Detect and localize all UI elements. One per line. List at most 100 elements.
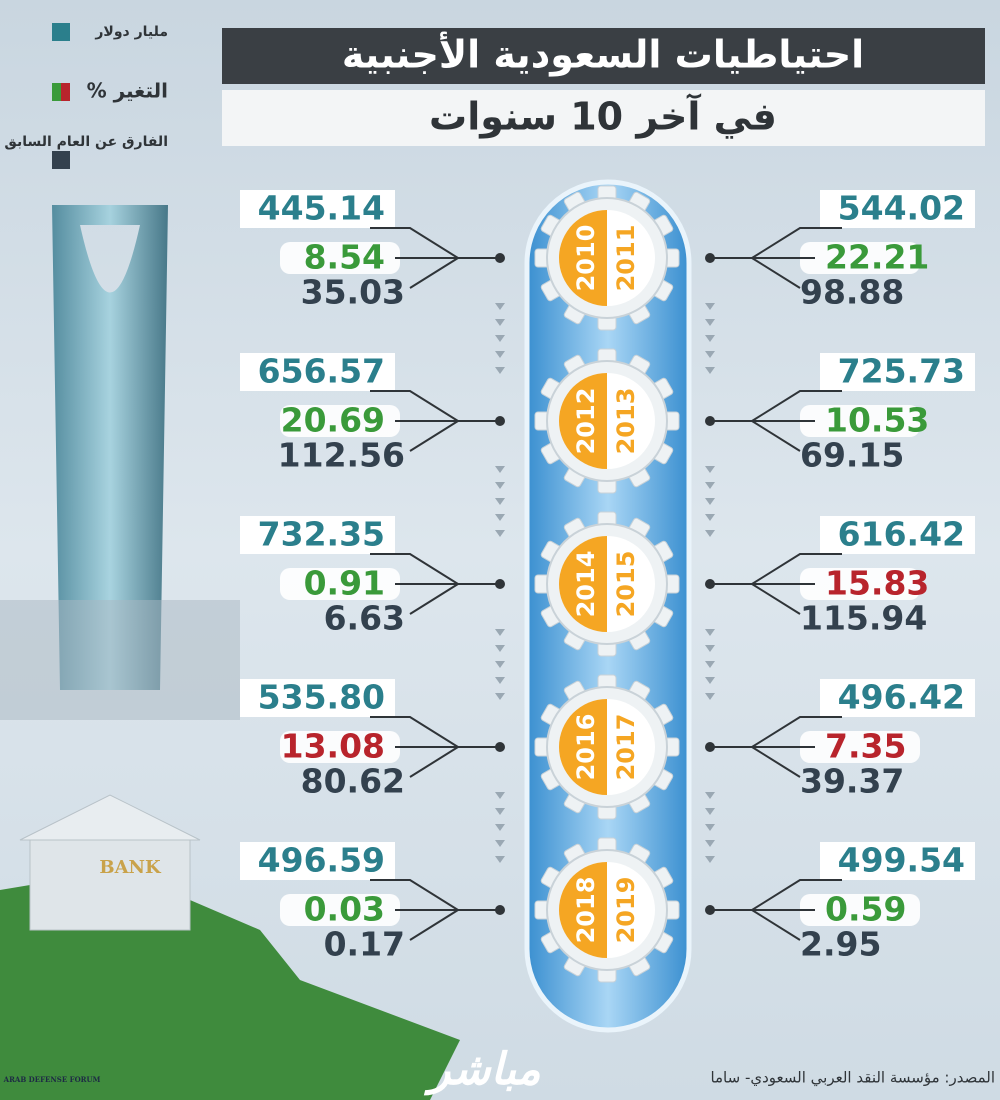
down-arrow — [495, 856, 505, 863]
down-arrow — [705, 303, 715, 310]
connector — [370, 716, 500, 778]
connector — [710, 716, 842, 778]
diff-value: 112.56 — [278, 436, 405, 475]
year-label: 2010 — [572, 225, 600, 292]
down-arrow — [495, 498, 505, 505]
reserves-box — [240, 190, 395, 228]
connector — [370, 553, 500, 615]
gear-half-right — [607, 210, 655, 306]
reserves-box — [820, 190, 975, 228]
year-label: 2018 — [572, 877, 600, 944]
down-arrow — [495, 824, 505, 831]
reserves-value: 496.42 — [838, 678, 965, 717]
bank-body — [29, 839, 191, 931]
legend-swatch — [52, 23, 70, 41]
change-value: 8.54 — [304, 238, 385, 277]
change-value: 0.03 — [304, 890, 385, 929]
year-label: 2019 — [612, 877, 640, 944]
down-arrow — [705, 367, 715, 374]
change-value: 0.91 — [304, 564, 385, 603]
diff-value: 80.62 — [301, 762, 405, 801]
change-brush — [800, 405, 920, 437]
change-value: 22.21 — [825, 238, 929, 277]
down-arrow — [705, 808, 715, 815]
gear-half-right — [607, 862, 655, 958]
gear-half-right — [607, 536, 655, 632]
change-value: 15.83 — [825, 564, 929, 603]
year-label: 2014 — [572, 551, 600, 618]
diff-value: 69.15 — [800, 436, 904, 475]
gear-half-right — [607, 373, 655, 469]
down-arrow — [705, 693, 715, 700]
change-value: 0.59 — [825, 890, 906, 929]
down-arrow — [705, 482, 715, 489]
reserves-value: 732.35 — [258, 515, 385, 554]
title-banner — [222, 28, 985, 84]
diff-value: 35.03 — [301, 273, 405, 312]
down-arrow — [705, 351, 715, 358]
down-arrow — [495, 303, 505, 310]
down-arrow — [705, 792, 715, 799]
legend-label: الفارق عن العام السابق — [4, 134, 168, 150]
down-arrow — [495, 808, 505, 815]
change-brush — [280, 894, 400, 926]
diff-value: 98.88 — [800, 273, 904, 312]
down-arrow — [705, 319, 715, 326]
gear-half-left — [559, 699, 607, 795]
down-arrow — [495, 335, 505, 342]
diff-value: 0.17 — [324, 925, 405, 964]
down-arrow — [495, 629, 505, 636]
connector-dot — [705, 905, 715, 915]
gear: 2014 2015 — [534, 511, 680, 657]
change-value: 7.35 — [825, 727, 906, 766]
diff-value: 2.95 — [800, 925, 881, 964]
down-arrow — [705, 661, 715, 668]
down-arrow — [495, 677, 505, 684]
legend-label: التغير % — [87, 79, 168, 103]
down-arrow — [495, 792, 505, 799]
down-arrow — [495, 661, 505, 668]
change-value: 10.53 — [825, 401, 929, 440]
connector-dot — [495, 905, 505, 915]
down-arrow — [495, 530, 505, 537]
down-arrow — [495, 693, 505, 700]
reserves-value: 535.80 — [258, 678, 385, 717]
year-label: 2012 — [572, 388, 600, 455]
down-arrow — [495, 367, 505, 374]
gear-half-right — [607, 699, 655, 795]
down-arrow — [495, 840, 505, 847]
reserves-box — [240, 842, 395, 880]
down-arrow — [495, 482, 505, 489]
gear: 2012 2013 — [534, 348, 680, 494]
connector-dot — [495, 742, 505, 752]
legend-swatch — [61, 83, 70, 101]
gear: 2010 2011 — [534, 185, 680, 331]
down-arrow — [705, 840, 715, 847]
reserves-value: 544.02 — [838, 189, 965, 228]
reserves-value: 725.73 — [838, 352, 965, 391]
connector — [370, 227, 500, 289]
connector-dot — [495, 253, 505, 263]
gear: 2018 2019 — [534, 837, 680, 983]
city-illustration — [0, 600, 240, 720]
gear-half-left — [559, 862, 607, 958]
diff-value: 6.63 — [324, 599, 405, 638]
connector-dot — [705, 253, 715, 263]
year-label: 2017 — [612, 714, 640, 781]
connector-dot — [495, 579, 505, 589]
connector — [710, 227, 842, 289]
down-arrow — [495, 514, 505, 521]
change-value: 20.69 — [281, 401, 385, 440]
logo: مباشر — [423, 1044, 541, 1096]
change-brush — [800, 894, 920, 926]
reserves-value: 445.14 — [258, 189, 385, 228]
change-brush — [800, 568, 920, 600]
year-label: 2013 — [612, 388, 640, 455]
subtitle: في آخر 10 سنوات — [429, 93, 777, 139]
subtitle-banner — [222, 90, 985, 146]
reserves-box — [820, 842, 975, 880]
legend: مليار دولار التغير % الفارق عن العام الساب… — [4, 23, 168, 169]
connector — [710, 879, 842, 941]
